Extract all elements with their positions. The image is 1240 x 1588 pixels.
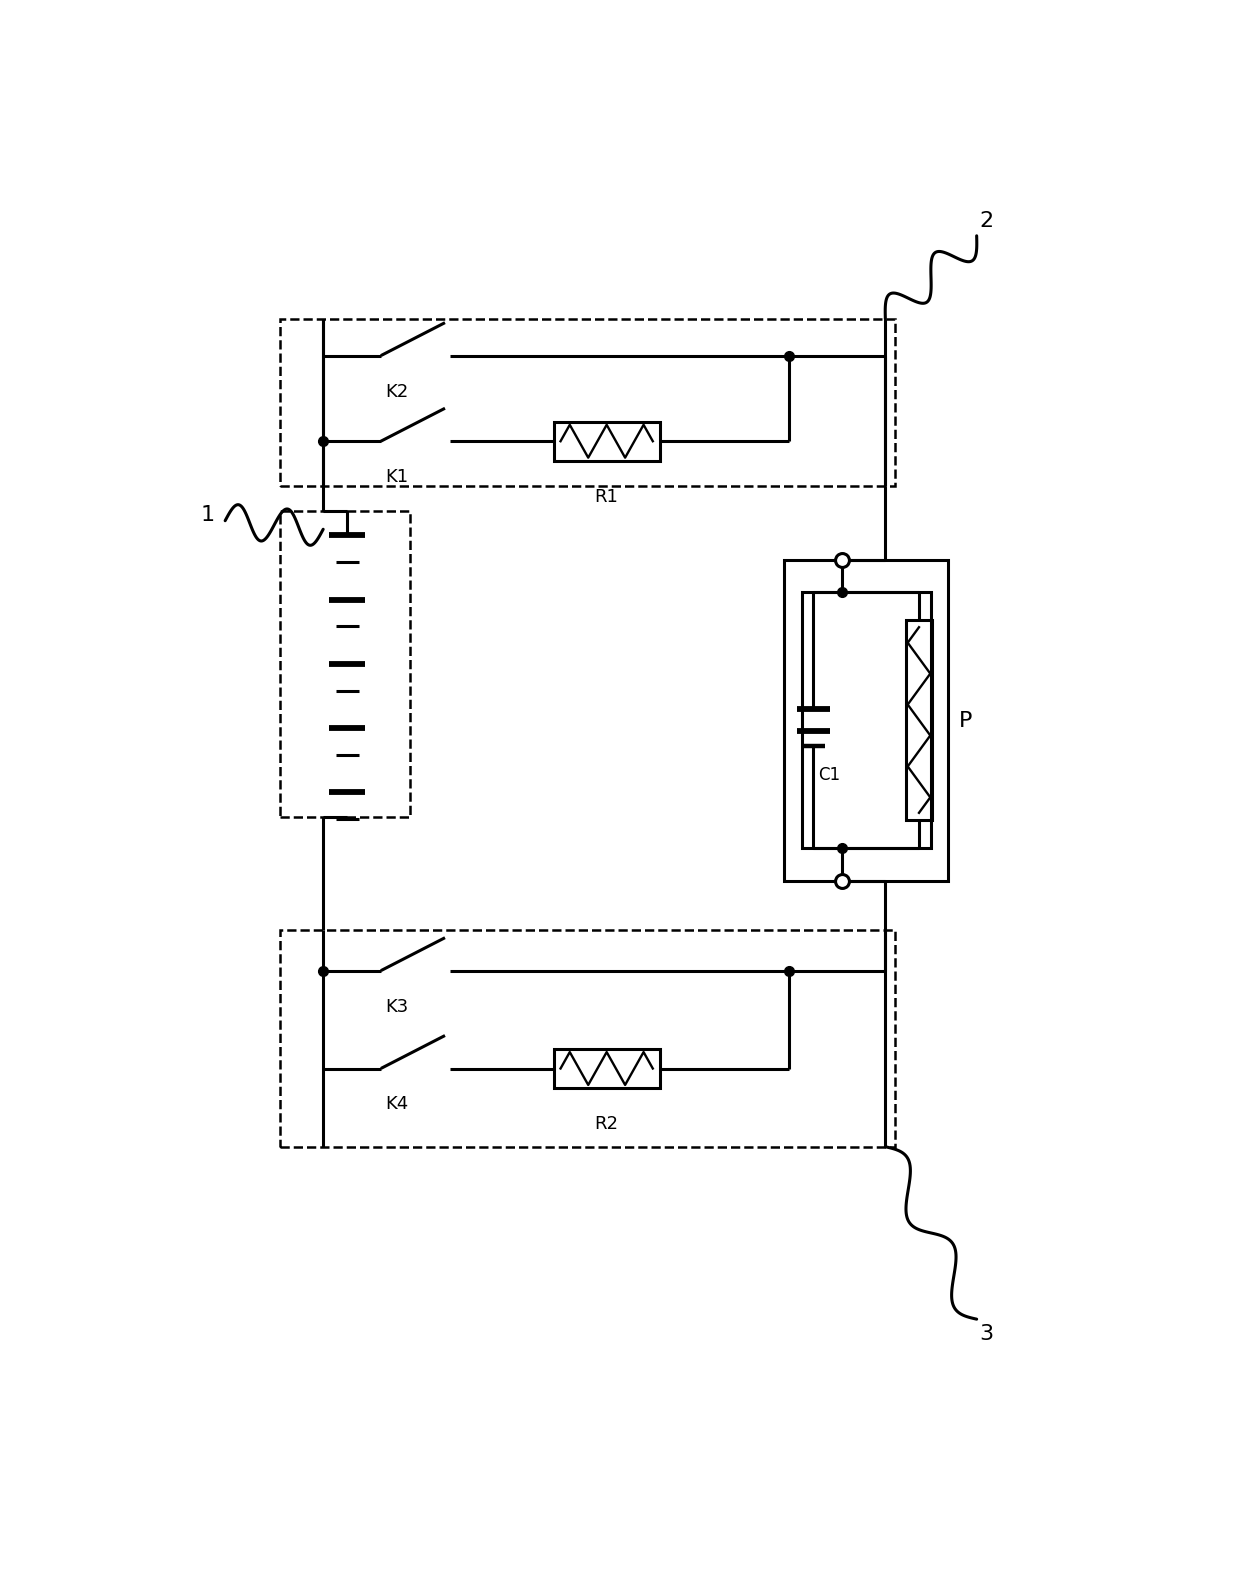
Text: 2: 2 (980, 211, 993, 232)
Text: K2: K2 (386, 383, 409, 400)
Bar (802, 592, 930, 848)
Bar (785, 561, 947, 881)
Text: K4: K4 (386, 1096, 409, 1113)
Bar (554, 422, 660, 461)
Text: 1: 1 (201, 505, 215, 524)
Text: P: P (960, 710, 972, 730)
Bar (554, 1050, 660, 1088)
Bar (905, 619, 932, 819)
Bar (280, 511, 409, 816)
Text: R2: R2 (595, 1115, 619, 1132)
Text: 3: 3 (980, 1324, 993, 1343)
Text: C1: C1 (818, 767, 841, 784)
Text: R1: R1 (595, 488, 619, 505)
Bar (280, 931, 895, 1147)
Text: K3: K3 (386, 997, 409, 1016)
Bar (280, 319, 895, 486)
Text: K1: K1 (386, 468, 409, 486)
